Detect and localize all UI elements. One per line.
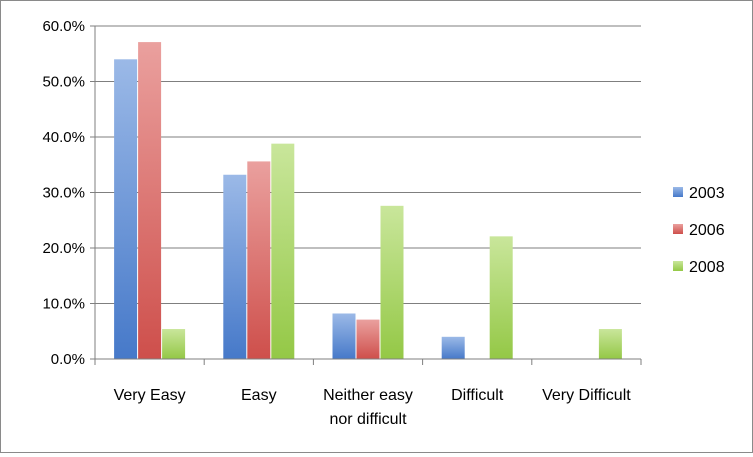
x-category-label: Easy — [241, 387, 277, 404]
bar-2003-0 — [114, 59, 138, 360]
bar-2003-1 — [223, 174, 247, 359]
legend-label: 2003 — [689, 185, 725, 202]
legend-swatch — [673, 261, 683, 271]
y-tick-label: 20.0% — [42, 240, 85, 257]
legend-swatch — [673, 187, 683, 197]
bar-2006-1 — [247, 161, 271, 359]
x-category-label: Very Difficult — [542, 387, 631, 404]
bar-2008-1 — [271, 143, 295, 359]
x-category-label: Very Easy — [114, 387, 186, 404]
legend-swatch — [673, 224, 683, 234]
y-tick-label: 30.0% — [42, 185, 85, 202]
y-tick-label: 50.0% — [42, 74, 85, 91]
bars — [114, 42, 622, 360]
y-tick-label: 10.0% — [42, 296, 85, 313]
bar-2006-0 — [138, 42, 162, 359]
legend-label: 2008 — [689, 259, 725, 276]
legend: 2003 2006 2008 — [673, 185, 725, 276]
gridlines — [90, 25, 641, 360]
x-category-label: Difficult — [451, 387, 504, 404]
bar-2008-3 — [489, 236, 513, 359]
x-category-label: Neither easy nor difficult — [323, 387, 413, 428]
bar-2008-0 — [162, 329, 186, 359]
bar-2003-3 — [441, 336, 465, 359]
y-tick-label: 40.0% — [42, 129, 85, 146]
legend-label: 2006 — [689, 222, 725, 239]
bar-2008-4 — [598, 329, 622, 359]
bar-2006-2 — [356, 319, 380, 359]
y-tick-label: 60.0% — [42, 18, 85, 35]
bar-2003-2 — [332, 313, 356, 359]
axes: 0.0% 10.0% 20.0% 30.0% 40.0% 50.0% 60.0% Very E… — [42, 18, 642, 428]
bar-2008-2 — [380, 205, 404, 359]
y-tick-label: 0.0% — [51, 351, 85, 368]
